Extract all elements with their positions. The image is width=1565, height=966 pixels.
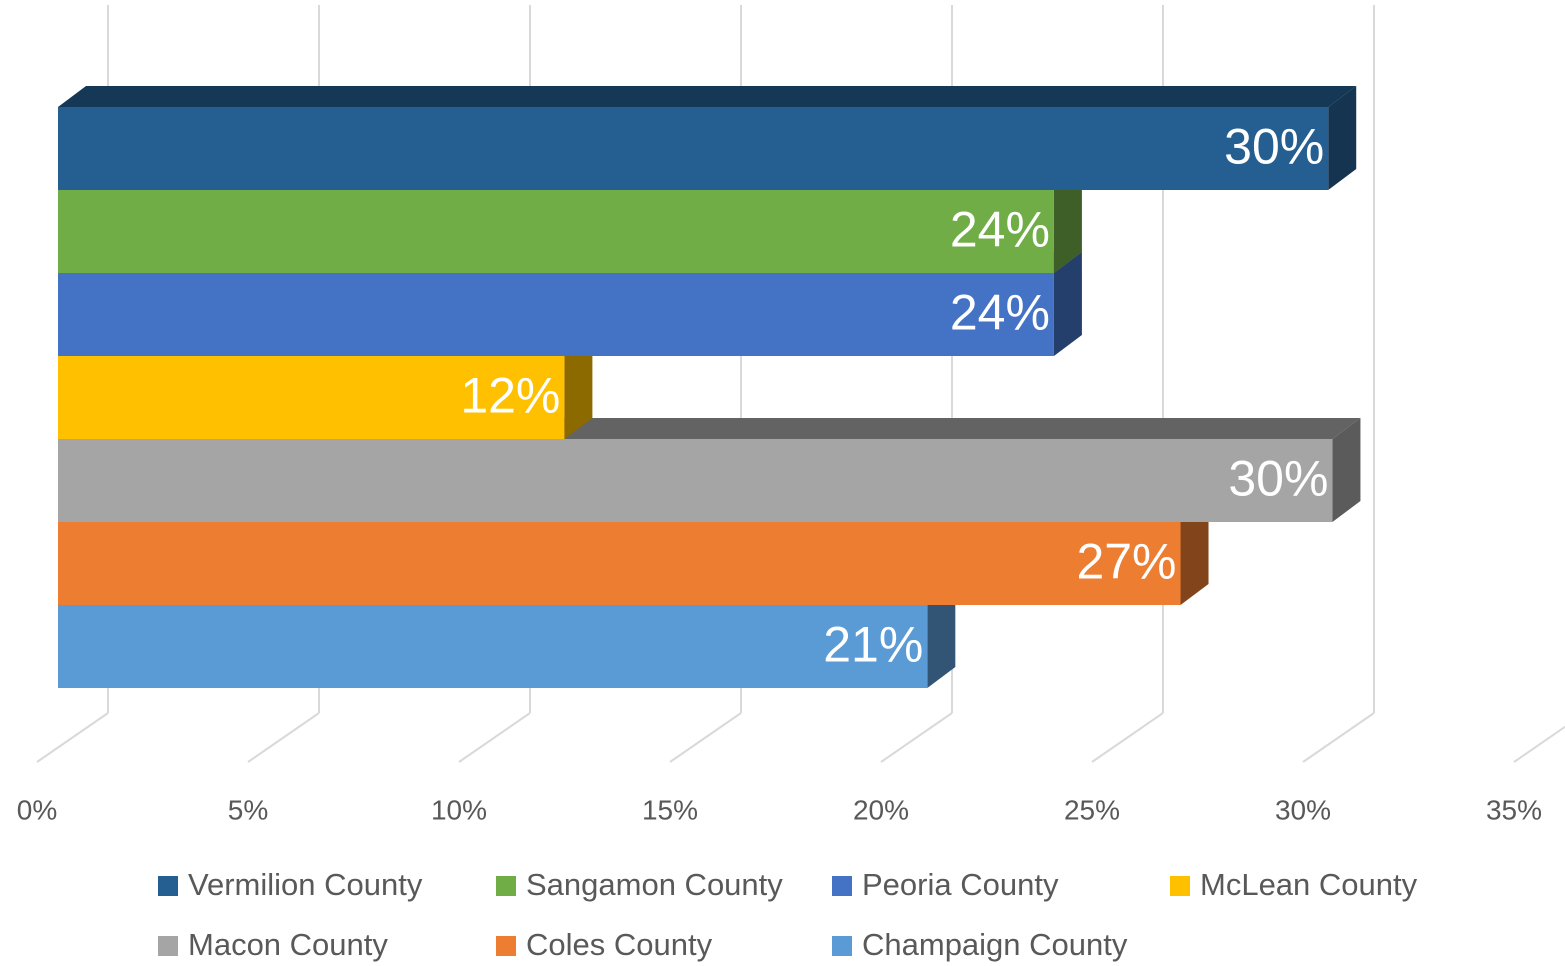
bar-side <box>1332 418 1361 522</box>
legend-label: Sangamon County <box>526 867 783 902</box>
legend-swatch <box>1170 876 1190 896</box>
bar <box>58 605 928 688</box>
bar-side <box>927 584 956 688</box>
bar-top <box>58 86 1357 107</box>
legend-swatch <box>158 876 178 896</box>
x-tick-label: 25% <box>1064 794 1120 825</box>
bar-side <box>1053 252 1082 356</box>
bar-side <box>1180 501 1209 605</box>
bar-side <box>564 335 593 439</box>
bar <box>58 273 1054 356</box>
legend-swatch <box>158 936 178 956</box>
data-label: 12% <box>460 368 560 424</box>
bar <box>58 356 565 439</box>
bar <box>58 522 1181 605</box>
x-tick-label: 5% <box>228 794 268 825</box>
legend-label: McLean County <box>1200 867 1418 902</box>
bar <box>58 107 1329 190</box>
legend-swatch <box>832 876 852 896</box>
grid-line <box>36 712 109 763</box>
x-tick-label: 20% <box>853 794 909 825</box>
grid-line <box>1091 712 1164 763</box>
grid-line <box>669 712 742 763</box>
bar <box>58 439 1333 522</box>
data-label: 27% <box>1076 534 1176 590</box>
grid-line <box>1302 712 1375 763</box>
data-label: 24% <box>950 285 1050 341</box>
grid-line <box>1513 725 1565 763</box>
grid-line <box>458 712 531 763</box>
bar-side <box>1328 86 1357 190</box>
x-tick-label: 35% <box>1486 794 1542 825</box>
legend-label: Champaign County <box>862 927 1128 962</box>
legend-label: Macon County <box>188 927 388 962</box>
legend-label: Peoria County <box>862 867 1059 902</box>
data-label: 30% <box>1224 119 1324 175</box>
legend-label: Coles County <box>526 927 713 962</box>
grid-line <box>247 712 320 763</box>
grid-line <box>880 712 953 763</box>
data-label: 21% <box>823 617 923 673</box>
bar <box>58 190 1054 273</box>
legend-swatch <box>496 876 516 896</box>
x-tick-label: 0% <box>17 794 57 825</box>
legend-label: Vermilion County <box>188 867 423 902</box>
x-tick-label: 30% <box>1275 794 1331 825</box>
data-label: 24% <box>950 202 1050 258</box>
bar-side <box>1053 169 1082 273</box>
x-tick-label: 10% <box>431 794 487 825</box>
legend-swatch <box>496 936 516 956</box>
data-label: 30% <box>1228 451 1328 507</box>
x-tick-label: 15% <box>642 794 698 825</box>
legend-swatch <box>832 936 852 956</box>
